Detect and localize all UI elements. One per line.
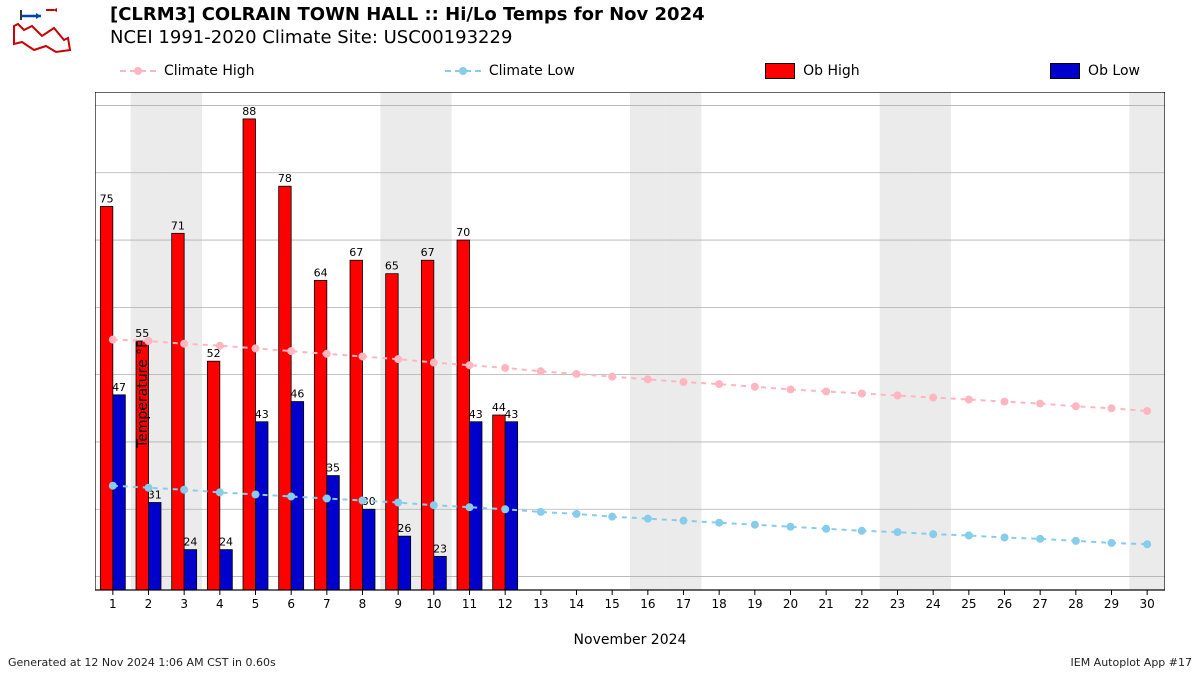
svg-text:24: 24 — [219, 536, 233, 549]
y-axis-label: Temperature °F — [135, 340, 151, 448]
legend-ob-high: Ob High — [765, 63, 860, 79]
iem-logo-icon — [6, 6, 76, 58]
svg-text:47: 47 — [112, 381, 126, 394]
svg-text:20: 20 — [783, 597, 798, 611]
svg-text:15: 15 — [605, 597, 620, 611]
svg-text:26: 26 — [997, 597, 1012, 611]
svg-text:78: 78 — [278, 172, 292, 185]
svg-text:16: 16 — [640, 597, 655, 611]
svg-text:5: 5 — [252, 597, 260, 611]
svg-text:67: 67 — [421, 246, 435, 259]
legend-label: Ob High — [803, 63, 860, 79]
footer-generated-text: Generated at 12 Nov 2024 1:06 AM CST in … — [8, 656, 276, 669]
svg-text:24: 24 — [183, 536, 197, 549]
svg-text:43: 43 — [469, 408, 483, 421]
temperature-chart: 2030405060708090755571528878646765677044… — [95, 92, 1165, 620]
chart-legend: Climate High Climate Low Ob High Ob Low — [100, 58, 1160, 84]
svg-text:19: 19 — [747, 597, 762, 611]
footer-app-text: IEM Autoplot App #17 — [1071, 656, 1193, 669]
legend-ob-low: Ob Low — [1050, 63, 1140, 79]
svg-text:23: 23 — [890, 597, 905, 611]
svg-text:67: 67 — [349, 246, 363, 259]
svg-text:13: 13 — [533, 597, 548, 611]
svg-text:35: 35 — [326, 462, 340, 475]
chart-title-1: [CLRM3] COLRAIN TOWN HALL :: Hi/Lo Temps… — [110, 4, 705, 25]
svg-text:14: 14 — [569, 597, 584, 611]
svg-text:70: 70 — [456, 226, 470, 239]
svg-text:11: 11 — [462, 597, 477, 611]
chart-title-2: NCEI 1991-2020 Climate Site: USC00193229 — [110, 27, 705, 48]
svg-text:17: 17 — [676, 597, 691, 611]
svg-text:6: 6 — [287, 597, 295, 611]
svg-text:7: 7 — [323, 597, 331, 611]
legend-label: Climate Low — [489, 63, 575, 79]
legend-climate-low: Climate Low — [445, 63, 575, 79]
svg-text:25: 25 — [961, 597, 976, 611]
x-axis-label: November 2024 — [95, 632, 1165, 648]
svg-text:29: 29 — [1104, 597, 1119, 611]
svg-text:18: 18 — [712, 597, 727, 611]
svg-text:75: 75 — [100, 192, 114, 205]
svg-text:8: 8 — [359, 597, 367, 611]
svg-text:43: 43 — [255, 408, 269, 421]
svg-text:12: 12 — [498, 597, 513, 611]
svg-text:30: 30 — [1140, 597, 1155, 611]
legend-label: Ob Low — [1088, 63, 1140, 79]
svg-text:9: 9 — [394, 597, 402, 611]
svg-text:43: 43 — [504, 408, 518, 421]
svg-text:10: 10 — [426, 597, 441, 611]
svg-text:65: 65 — [385, 260, 399, 273]
svg-text:3: 3 — [180, 597, 188, 611]
svg-text:46: 46 — [290, 388, 304, 401]
svg-text:2: 2 — [145, 597, 153, 611]
svg-text:28: 28 — [1068, 597, 1083, 611]
svg-text:27: 27 — [1033, 597, 1048, 611]
svg-text:88: 88 — [242, 105, 256, 118]
svg-text:71: 71 — [171, 219, 185, 232]
legend-climate-high: Climate High — [120, 63, 255, 79]
svg-text:64: 64 — [314, 266, 328, 279]
svg-text:22: 22 — [854, 597, 869, 611]
svg-text:24: 24 — [926, 597, 941, 611]
svg-text:4: 4 — [216, 597, 224, 611]
svg-text:21: 21 — [819, 597, 834, 611]
legend-label: Climate High — [164, 63, 255, 79]
svg-text:26: 26 — [397, 522, 411, 535]
svg-text:23: 23 — [433, 542, 447, 555]
svg-text:1: 1 — [109, 597, 117, 611]
